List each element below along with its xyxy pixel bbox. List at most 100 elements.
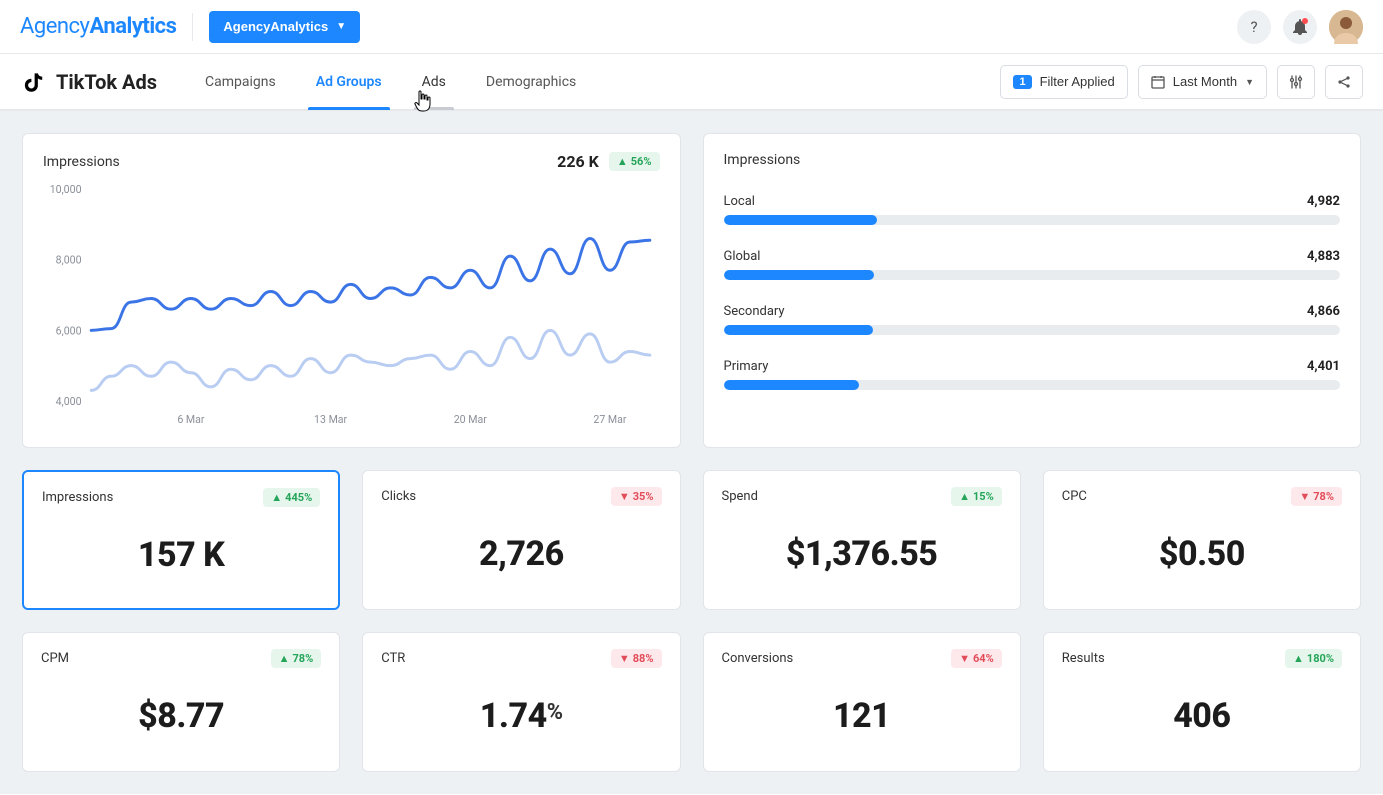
calendar-icon	[1151, 75, 1165, 89]
bar-row: Primary 4,401	[724, 359, 1341, 390]
metric-card-cpm[interactable]: CPM ▲78% $8.77	[22, 632, 340, 772]
arrow-down-icon: ▼	[1299, 490, 1310, 503]
date-range-button[interactable]: Last Month ▼	[1138, 65, 1267, 99]
divider	[192, 13, 193, 41]
svg-text:4,000: 4,000	[56, 395, 82, 408]
bar-row: Global 4,883	[724, 249, 1341, 280]
metric-value: $1,376.55	[786, 534, 938, 574]
metric-delta: ▲15%	[951, 487, 1002, 506]
metric-card-impressions[interactable]: Impressions ▲445% 157 K	[22, 470, 340, 610]
svg-text:8,000: 8,000	[56, 253, 82, 266]
metric-value: 157 K	[138, 535, 224, 575]
metric-delta: ▼78%	[1291, 487, 1342, 506]
bar-name: Secondary	[724, 304, 785, 319]
chart-header: Impressions 226 K ▲ 56%	[43, 152, 660, 171]
arrow-down-icon: ▼	[619, 490, 630, 503]
notifications-button[interactable]	[1283, 10, 1317, 44]
metric-label: Spend	[722, 489, 758, 504]
svg-text:20 Mar: 20 Mar	[454, 413, 487, 426]
notification-dot	[1302, 18, 1308, 24]
metric-card-cpc[interactable]: CPC ▼78% $0.50	[1043, 470, 1361, 610]
chart-delta: ▲ 56%	[609, 152, 660, 171]
bar-fill	[724, 215, 878, 225]
impressions-chart-card: Impressions 226 K ▲ 56% 10,000 8,000 6,000…	[22, 133, 681, 448]
settings-button[interactable]	[1277, 65, 1315, 99]
arrow-up-icon: ▲	[279, 652, 290, 665]
metric-label: CPM	[41, 651, 69, 666]
metric-card-conversions[interactable]: Conversions ▼64% 121	[703, 632, 1021, 772]
metric-card-ctr[interactable]: CTR ▼88% 1.74%	[362, 632, 680, 772]
workspace-dropdown[interactable]: AgencyAnalytics ▼	[209, 11, 360, 43]
tiktok-icon	[20, 69, 46, 95]
metric-label: CTR	[381, 651, 405, 666]
help-button[interactable]: ?	[1237, 10, 1271, 44]
share-icon	[1337, 75, 1351, 89]
bar-value: 4,883	[1307, 249, 1340, 264]
metric-value: $0.50	[1159, 534, 1245, 574]
metric-value: 406	[1173, 696, 1230, 736]
page-title: TikTok Ads	[56, 70, 157, 94]
subheader-right: 1 Filter Applied Last Month ▼	[1000, 65, 1363, 99]
metric-value: $8.77	[138, 696, 224, 736]
metric-card-results[interactable]: Results ▲180% 406	[1043, 632, 1361, 772]
bar-track	[724, 215, 1341, 225]
svg-text:10,000: 10,000	[50, 183, 82, 196]
metric-delta: ▲445%	[263, 488, 320, 507]
bar-fill	[724, 270, 875, 280]
svg-text:6 Mar: 6 Mar	[177, 413, 204, 426]
tab-demographics[interactable]: Demographics	[466, 54, 596, 110]
metrics-grid: Impressions ▲445% 157 K Clicks ▼35% 2,72…	[22, 470, 1361, 772]
tab-campaigns[interactable]: Campaigns	[185, 54, 296, 110]
user-avatar[interactable]	[1329, 10, 1363, 44]
share-button[interactable]	[1325, 65, 1363, 99]
tab-ad-groups[interactable]: Ad Groups	[296, 54, 402, 110]
bar-name: Global	[724, 249, 761, 264]
arrow-up-icon: ▲	[617, 155, 628, 168]
bar-value: 4,401	[1307, 359, 1340, 374]
bars-container: Local 4,982 Global 4,883 Secondary 4,866	[724, 194, 1341, 390]
metric-card-spend[interactable]: Spend ▲15% $1,376.55	[703, 470, 1021, 610]
metric-label: Results	[1062, 651, 1105, 666]
filter-count-badge: 1	[1013, 75, 1031, 89]
logo-text-light: Agency	[20, 14, 89, 39]
subheader: TikTok Ads Campaigns Ad Groups Ads Demog…	[0, 54, 1383, 110]
bar-track	[724, 325, 1341, 335]
metric-delta: ▲78%	[271, 649, 322, 668]
logo-text-bold: Analytics	[89, 14, 176, 39]
help-icon: ?	[1250, 18, 1257, 36]
sliders-icon	[1289, 75, 1303, 89]
metric-value: 1.74	[480, 696, 547, 736]
metric-delta: ▼88%	[611, 649, 662, 668]
top-row: Impressions 226 K ▲ 56% 10,000 8,000 6,000…	[22, 133, 1361, 448]
bar-row: Local 4,982	[724, 194, 1341, 225]
arrow-down-icon: ▼	[619, 652, 630, 665]
svg-text:27 Mar: 27 Mar	[593, 413, 626, 426]
line-chart: 10,0008,0006,0004,0006 Mar13 Mar20 Mar27…	[43, 179, 660, 429]
svg-text:6,000: 6,000	[56, 324, 82, 337]
bar-track	[724, 380, 1341, 390]
metric-card-clicks[interactable]: Clicks ▼35% 2,726	[362, 470, 680, 610]
workspace-label: AgencyAnalytics	[223, 19, 328, 34]
filter-label: Filter Applied	[1040, 74, 1115, 89]
filter-button[interactable]: 1 Filter Applied	[1000, 65, 1127, 99]
page-body: Impressions 226 K ▲ 56% 10,000 8,000 6,000…	[0, 110, 1383, 794]
metric-label: Impressions	[42, 490, 113, 505]
bars-title: Impressions	[724, 152, 1341, 168]
chart-area: 10,0008,0006,0004,0006 Mar13 Mar20 Mar27…	[43, 179, 660, 429]
arrow-down-icon: ▼	[959, 652, 970, 665]
metric-value: 2,726	[479, 534, 564, 574]
bar-fill	[724, 380, 860, 390]
metric-label: Clicks	[381, 489, 416, 504]
date-label: Last Month	[1173, 74, 1237, 89]
metric-label: Conversions	[722, 651, 794, 666]
topbar: AgencyAnalytics AgencyAnalytics ▼ ?	[0, 0, 1383, 54]
app-logo: AgencyAnalytics	[20, 14, 176, 39]
metric-delta: ▲180%	[1285, 649, 1342, 668]
metric-value: 121	[833, 696, 890, 736]
bar-row: Secondary 4,866	[724, 304, 1341, 335]
arrow-up-icon: ▲	[1293, 652, 1304, 665]
chart-total: 226 K	[557, 152, 599, 171]
chart-title: Impressions	[43, 154, 120, 170]
bar-value: 4,982	[1307, 194, 1340, 209]
tab-ads[interactable]: Ads	[402, 54, 466, 110]
